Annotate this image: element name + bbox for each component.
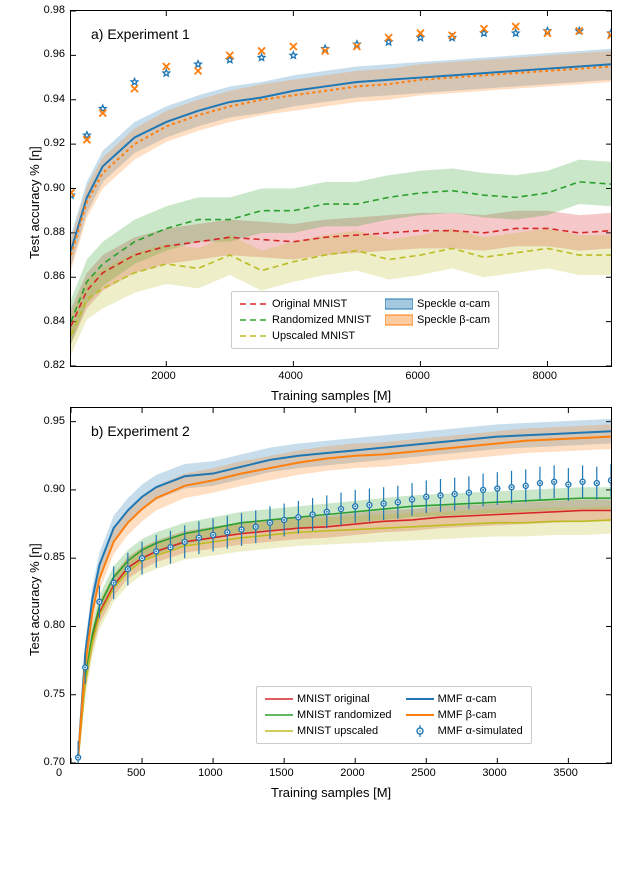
marker-alpha_markers_star — [512, 30, 519, 36]
marker-beta_markers_x — [131, 85, 138, 92]
y-tick-label: 0.70 — [44, 756, 65, 768]
legend-swatch — [385, 314, 413, 326]
legend-swatch — [240, 298, 268, 310]
legend-item: MMF β-cam — [406, 707, 523, 723]
x-tick-label: 4000 — [278, 370, 302, 382]
legend-item: MNIST original — [265, 691, 392, 707]
legend-swatch — [406, 693, 434, 705]
legend: MNIST original MNIST randomized MNIST upsc… — [256, 686, 532, 744]
y-tick-label: 0.94 — [44, 93, 65, 105]
y-axis-label: Test accuracy % [η] — [27, 543, 42, 656]
legend-label: MMF α-cam — [438, 693, 497, 705]
y-tick-label: 0.92 — [44, 137, 65, 149]
marker-alpha_markers_star — [163, 70, 170, 76]
x-tick-label: 2000 — [340, 767, 364, 779]
legend-item: Randomized MNIST — [240, 312, 371, 328]
legend-swatch — [240, 314, 268, 326]
panel-title: b) Experiment 2 — [91, 423, 190, 439]
legend-label: Speckle α-cam — [417, 298, 490, 310]
x-tick-label: 3500 — [553, 767, 577, 779]
marker-alpha_markers_star — [258, 54, 265, 60]
marker-alpha_markers_star — [195, 61, 202, 67]
legend: Original MNIST Randomized MNIST Upscaled M… — [231, 291, 499, 349]
y-tick-label: 0.82 — [44, 359, 65, 371]
x-tick-label: 6000 — [405, 370, 429, 382]
legend-label: MNIST original — [297, 693, 370, 705]
legend-item: MNIST upscaled — [265, 723, 392, 739]
marker-alpha_markers_star — [131, 79, 138, 85]
x-tick-label: 500 — [127, 767, 145, 779]
legend-item: MMF α-simulated — [406, 723, 523, 739]
marker-beta_markers_x — [290, 43, 297, 50]
marker-beta_markers_x — [195, 67, 202, 74]
legend-item: Speckle β-cam — [385, 312, 490, 328]
legend-item: MMF α-cam — [406, 691, 523, 707]
legend-swatch — [265, 709, 293, 721]
y-tick-label: 0.90 — [44, 182, 65, 194]
legend-item: Original MNIST — [240, 296, 371, 312]
x-tick-label: 2000 — [151, 370, 175, 382]
x-tick-label: 8000 — [532, 370, 556, 382]
legend-label: Randomized MNIST — [272, 314, 371, 326]
legend-label: Original MNIST — [272, 298, 347, 310]
x-tick-label: 2500 — [411, 767, 435, 779]
legend-label: Speckle β-cam — [417, 314, 490, 326]
panel-title: a) Experiment 1 — [91, 26, 190, 42]
x-tick-label: 3000 — [482, 767, 506, 779]
y-tick-label: 0.90 — [44, 483, 65, 495]
x-axis-label: Training samples [M] — [271, 785, 391, 800]
figure-container: 2000 4000 6000 8000 0.82 0.84 0.86 0.88 0.90 0.92… — [10, 10, 630, 764]
x-tick-label: 0 — [56, 767, 62, 779]
legend-swatch — [265, 693, 293, 705]
x-axis-label: Training samples [M] — [271, 388, 391, 403]
legend-swatch — [385, 298, 413, 310]
y-tick-label: 0.80 — [44, 619, 65, 631]
legend-item: Speckle α-cam — [385, 296, 490, 312]
legend-swatch — [265, 725, 293, 737]
legend-label: MNIST randomized — [297, 709, 392, 721]
y-tick-label: 0.84 — [44, 315, 65, 327]
legend-label: MMF β-cam — [438, 709, 497, 721]
y-axis-label: Test accuracy % [η] — [27, 146, 42, 259]
legend-swatch — [406, 709, 434, 721]
x-tick-label: 1000 — [198, 767, 222, 779]
legend-item: MNIST randomized — [265, 707, 392, 723]
legend-swatch — [406, 725, 434, 737]
y-tick-label: 0.96 — [44, 48, 65, 60]
y-tick-label: 0.75 — [44, 688, 65, 700]
legend-label: MMF α-simulated — [438, 725, 523, 737]
y-tick-label: 0.98 — [44, 4, 65, 16]
y-tick-label: 0.85 — [44, 551, 65, 563]
legend-swatch — [240, 330, 268, 342]
legend-label: Upscaled MNIST — [272, 330, 355, 342]
legend-item: Upscaled MNIST — [240, 328, 371, 344]
chart-panel-a: 20004000600080000.820.840.860.880.900.92… — [70, 10, 612, 367]
y-tick-label: 0.88 — [44, 226, 65, 238]
marker-alpha_markers_star — [290, 52, 297, 58]
chart-panel-b: 05001000150020002500300035000.700.750.80… — [70, 407, 612, 764]
y-tick-label: 0.95 — [44, 415, 65, 427]
y-tick-label: 0.86 — [44, 270, 65, 282]
x-tick-label: 1500 — [269, 767, 293, 779]
legend-label: MNIST upscaled — [297, 725, 378, 737]
